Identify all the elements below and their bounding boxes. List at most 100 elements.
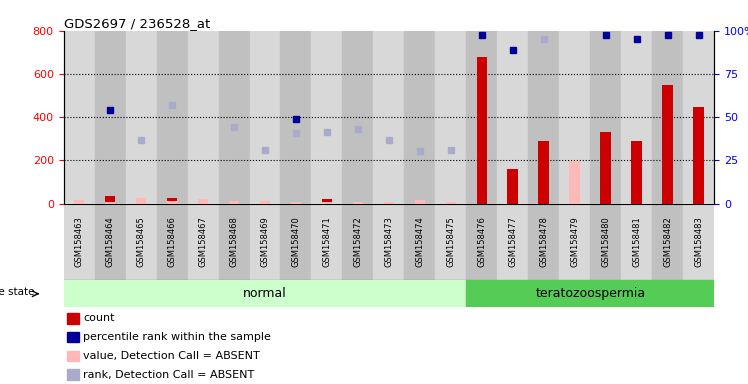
Text: disease state: disease state [0,287,35,298]
Text: GSM158482: GSM158482 [663,217,672,267]
Bar [467,31,497,204]
Bar [73,202,85,204]
Bar [405,31,435,204]
Bar [67,313,79,324]
Bar [167,198,177,204]
Text: GSM158463: GSM158463 [75,217,84,267]
Bar [343,204,373,280]
Bar [631,141,643,204]
Bar [290,202,301,204]
Bar [94,204,126,280]
Text: GSM158477: GSM158477 [509,217,518,267]
Bar [590,204,622,280]
Bar [601,132,611,204]
Bar [156,31,188,204]
Text: rank, Detection Call = ABSENT: rank, Detection Call = ABSENT [83,370,254,380]
Bar [684,204,714,280]
Bar [280,31,311,204]
Text: GSM158464: GSM158464 [105,217,114,267]
Bar [105,196,115,204]
Text: GSM158478: GSM158478 [539,217,548,267]
Bar [384,202,394,204]
Bar [322,199,332,204]
Bar [435,204,467,280]
Bar [126,204,156,280]
Bar [590,31,622,204]
Bar [352,202,364,204]
Bar [622,31,652,204]
Bar [260,201,271,204]
Text: percentile rank within the sample: percentile rank within the sample [83,332,271,342]
Bar [476,56,488,204]
Bar [156,204,188,280]
Text: GSM158479: GSM158479 [571,217,580,267]
Bar [94,31,126,204]
Bar [373,31,405,204]
Bar [446,202,456,204]
Text: GSM158467: GSM158467 [198,217,207,267]
Text: count: count [83,313,114,323]
Bar [197,199,209,204]
Bar [435,31,467,204]
Bar [652,204,684,280]
Text: GSM158476: GSM158476 [477,217,486,267]
Bar [229,201,239,204]
Bar [467,204,497,280]
Bar [684,31,714,204]
Bar [652,31,684,204]
Bar [167,201,177,204]
Bar [497,31,528,204]
Bar [352,202,364,204]
Bar [64,204,94,280]
Text: GSM158471: GSM158471 [322,217,331,267]
Bar [663,85,673,204]
Bar [414,200,426,204]
Bar [135,202,147,204]
Bar [373,204,405,280]
Bar [467,280,714,307]
Text: GSM158480: GSM158480 [601,217,610,267]
Bar [218,31,250,204]
Bar [218,204,250,280]
Bar [405,204,435,280]
Bar [188,31,218,204]
Bar [67,369,79,380]
Bar [311,31,343,204]
Bar [280,204,311,280]
Bar [528,31,560,204]
Text: GSM158474: GSM158474 [415,217,424,267]
Text: GSM158481: GSM158481 [632,217,641,267]
Bar [343,31,373,204]
Bar [67,351,79,361]
Bar [693,108,705,204]
Text: GSM158466: GSM158466 [168,217,177,267]
Bar [260,202,271,204]
Bar [446,202,456,204]
Text: value, Detection Call = ABSENT: value, Detection Call = ABSENT [83,351,260,361]
Bar [126,31,156,204]
Bar [290,202,301,204]
Text: GDS2697 / 236528_at: GDS2697 / 236528_at [64,17,210,30]
Text: GSM158465: GSM158465 [137,217,146,267]
Bar [64,280,467,307]
Bar [507,169,518,204]
Bar [414,202,426,204]
Bar [105,202,115,204]
Bar [188,204,218,280]
Text: GSM158483: GSM158483 [694,217,703,267]
Bar [528,204,560,280]
Bar [569,193,580,204]
Bar [73,200,85,204]
Bar [135,198,147,204]
Bar [229,201,239,204]
Bar [67,332,79,343]
Text: GSM158470: GSM158470 [292,217,301,267]
Bar [560,204,590,280]
Bar [250,204,280,280]
Bar [560,31,590,204]
Bar [497,204,528,280]
Bar [311,204,343,280]
Text: teratozoospermia: teratozoospermia [536,287,646,300]
Bar [322,202,332,204]
Bar [64,31,94,204]
